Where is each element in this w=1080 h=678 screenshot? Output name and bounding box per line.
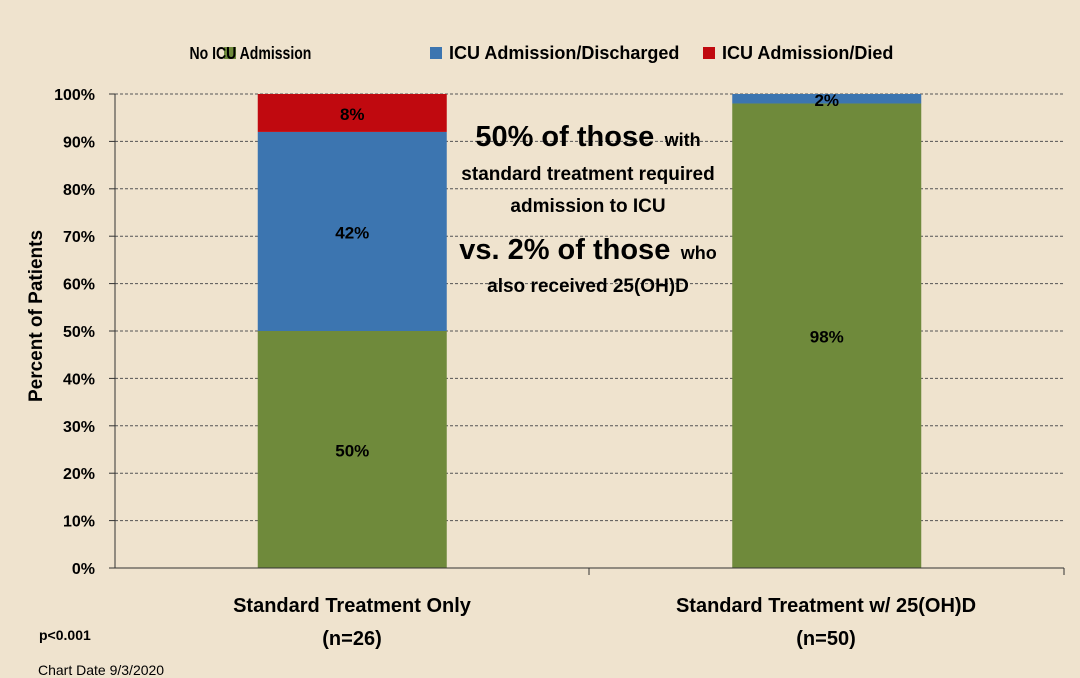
y-tick-label: 40% — [63, 371, 95, 388]
legend-label-icu-died: ICU Admission/Died — [722, 43, 893, 63]
p-value: p<0.001 — [39, 627, 91, 643]
x-tick-label-standard: Standard Treatment Only — [233, 595, 472, 617]
legend-label-icu-discharged: ICU Admission/Discharged — [449, 43, 679, 63]
annotation-line-1: 50% of those with — [475, 121, 700, 153]
chart-date: Chart Date 9/3/2020 — [38, 662, 165, 678]
bar-segment — [257, 131, 447, 331]
bar-value-label: 98% — [810, 328, 844, 347]
x-tick-labels: Standard Treatment Only (n=26) Standard … — [233, 595, 976, 650]
legend-swatch-no-icu — [224, 47, 236, 59]
y-tick-label: 20% — [63, 466, 95, 483]
y-tick-label: 60% — [63, 277, 95, 294]
x-tick-label-vitd: Standard Treatment w/ 25(OH)D — [676, 595, 976, 617]
y-tick-label: 90% — [63, 134, 95, 151]
legend-swatch-icu-discharged — [430, 47, 442, 59]
annotation-emphasis: vs. 2% of those — [459, 234, 670, 266]
annotation: 50% of those with standard treatment req… — [459, 121, 717, 297]
annotation-text: who — [680, 243, 717, 263]
annotation-line-3: admission to ICU — [510, 196, 665, 217]
y-axis-label: Percent of Patients — [26, 230, 47, 402]
legend-label-no-icu: No ICU Admission — [190, 43, 312, 63]
bar-segment — [257, 94, 447, 132]
bar-segment — [732, 103, 922, 568]
annotation-line-5: also received 25(OH)D — [487, 276, 689, 297]
bar-value-label: 50% — [335, 442, 369, 461]
annotation-line-2: standard treatment required — [461, 164, 714, 185]
y-tick-label: 70% — [63, 229, 95, 246]
bar-segment — [257, 331, 447, 568]
bar-value-labels: 50% 42% 8% 98% 2% — [335, 91, 844, 461]
annotation-emphasis: 50% of those — [475, 121, 654, 153]
y-tick-label: 0% — [72, 561, 95, 578]
axes — [114, 94, 1065, 575]
bar-value-label: 42% — [335, 223, 369, 242]
bar-value-label: 8% — [340, 105, 365, 124]
bar-value-label: 2% — [814, 91, 839, 110]
y-tick-label: 50% — [63, 324, 95, 341]
y-tick-label: 30% — [63, 419, 95, 436]
bar-segment — [732, 94, 922, 104]
y-tick-label: 80% — [63, 182, 95, 199]
bars — [257, 94, 922, 568]
annotation-line-4: vs. 2% of those who — [459, 234, 717, 266]
annotation-text: with — [664, 130, 701, 150]
legend-swatch-icu-died — [703, 47, 715, 59]
y-tick-label: 100% — [54, 87, 95, 104]
x-tick-n-vitd: (n=50) — [796, 628, 855, 650]
y-tick-labels: 0% 10% 20% 30% 40% 50% 60% 70% 80% 90% 100% — [54, 87, 95, 578]
x-tick-n-standard: (n=26) — [322, 628, 381, 650]
y-tick-label: 10% — [63, 514, 95, 531]
legend: No ICU Admission ICU Admission/Discharge… — [190, 43, 894, 63]
